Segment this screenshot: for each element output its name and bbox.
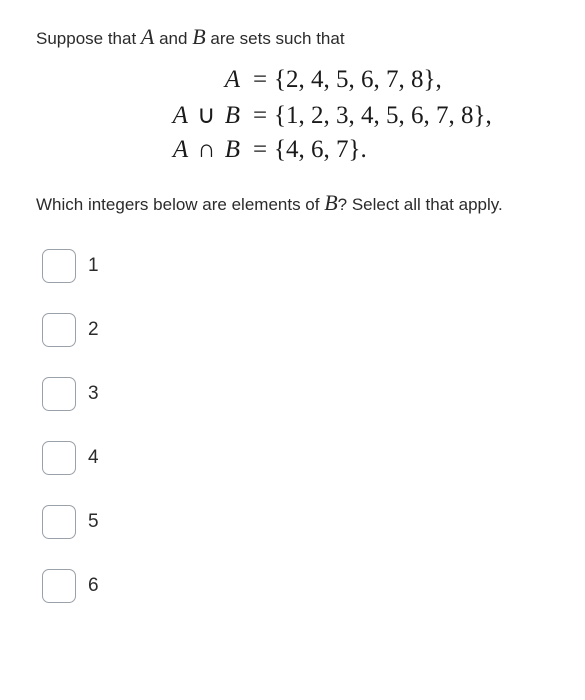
eq-rhs: {1, 2, 3, 4, 5, 6, 7, 8},: [274, 102, 492, 130]
eq-lhs-b: B: [225, 136, 240, 163]
intro-mid: and: [154, 29, 192, 48]
eq-lhs: A: [225, 66, 240, 93]
question-prefix: Which integers below are elements of: [36, 195, 324, 214]
union-icon: ∪: [191, 102, 222, 129]
option-5[interactable]: 5: [42, 505, 549, 539]
option-4[interactable]: 4: [42, 441, 549, 475]
eq-rhs: {2, 4, 5, 6, 7, 8},: [274, 66, 442, 94]
checkbox[interactable]: [42, 441, 76, 475]
option-label: 1: [88, 255, 99, 277]
equation-row: A ∪ B = {1, 2, 3, 4, 5, 6, 7, 8},: [36, 100, 549, 130]
equation-row: A = {2, 4, 5, 6, 7, 8},: [36, 66, 549, 94]
eq-lhs-a: A: [173, 136, 188, 163]
intro-var-b: B: [192, 24, 205, 49]
intersect-icon: ∩: [191, 136, 222, 163]
options-list: 1 2 3 4 5 6: [36, 249, 549, 603]
question-suffix: ? Select all that apply.: [338, 195, 503, 214]
checkbox[interactable]: [42, 249, 76, 283]
option-label: 4: [88, 447, 99, 469]
question-text: Which integers below are elements of B? …: [36, 186, 549, 219]
option-label: 2: [88, 319, 99, 341]
equation-row: A ∩ B = {4, 6, 7}.: [36, 136, 549, 164]
option-3[interactable]: 3: [42, 377, 549, 411]
checkbox[interactable]: [42, 505, 76, 539]
option-6[interactable]: 6: [42, 569, 549, 603]
option-label: 5: [88, 511, 99, 533]
option-1[interactable]: 1: [42, 249, 549, 283]
equals-sign: =: [246, 102, 274, 130]
equals-sign: =: [246, 136, 274, 164]
eq-rhs: {4, 6, 7}.: [274, 136, 367, 164]
question-var: B: [324, 190, 337, 215]
intro-text: Suppose that A and B are sets such that: [36, 24, 549, 50]
eq-lhs-b: B: [225, 102, 240, 129]
eq-lhs-a: A: [173, 102, 188, 129]
intro-prefix: Suppose that: [36, 29, 141, 48]
checkbox[interactable]: [42, 377, 76, 411]
option-2[interactable]: 2: [42, 313, 549, 347]
equations-block: A = {2, 4, 5, 6, 7, 8}, A ∪ B = {1, 2, 3…: [36, 66, 549, 164]
intro-var-a: A: [141, 24, 154, 49]
intro-suffix: are sets such that: [206, 29, 345, 48]
checkbox[interactable]: [42, 313, 76, 347]
option-label: 3: [88, 383, 99, 405]
option-label: 6: [88, 575, 99, 597]
checkbox[interactable]: [42, 569, 76, 603]
equals-sign: =: [246, 66, 274, 94]
